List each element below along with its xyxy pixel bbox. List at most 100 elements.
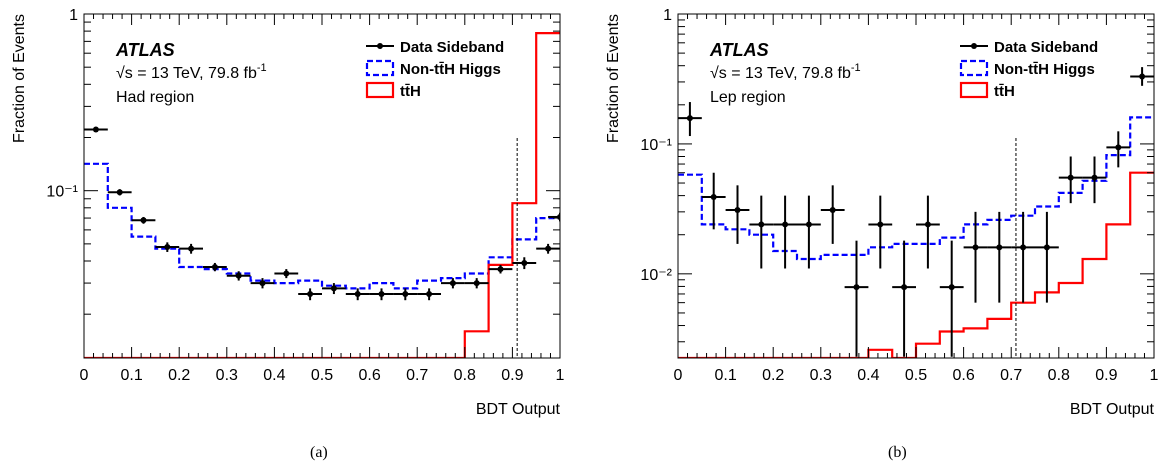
y-tick-label: 1 (69, 7, 78, 24)
x-tick-label: 0.3 (216, 367, 238, 384)
annotation: ATLAS√s = 13 TeV, 79.8 fb-1 Lep region (709, 40, 861, 106)
marker (758, 221, 765, 228)
marker (1020, 244, 1027, 251)
region-label: Had region (116, 89, 194, 106)
legend-label: Non-tt̄H Higgs (994, 61, 1095, 78)
marker (164, 244, 171, 251)
y-axis: 1 10⁻¹ 10⁻² Fraction of Events (605, 7, 1154, 343)
data-point (512, 257, 537, 270)
legend-item: tt̄H (959, 81, 1015, 100)
marker (307, 291, 314, 298)
marker (235, 272, 242, 279)
marker (378, 291, 385, 298)
x-tick-label: 0.5 (311, 367, 333, 384)
experiment-label: ATLAS (709, 40, 769, 60)
data-point (536, 243, 560, 254)
energy-label: √s = 13 TeV, 79.8 fb-1 (710, 62, 861, 82)
legend-label: tt̄H (400, 83, 421, 100)
marker (211, 263, 218, 270)
marker (188, 245, 195, 252)
legend-key (365, 59, 395, 77)
marker (473, 280, 480, 287)
marker (545, 245, 552, 252)
y-tick-label: 10⁻² (640, 267, 672, 284)
x-tick-label: 0.9 (1095, 367, 1117, 384)
marker (996, 244, 1003, 251)
marker (1067, 174, 1074, 181)
non-tth-higgs-histogram (678, 116, 1154, 261)
y-tick-label: 1 (663, 7, 672, 24)
data-point (345, 288, 370, 301)
marker (924, 221, 931, 228)
data-point (939, 240, 964, 357)
marker (734, 206, 741, 213)
marker (1139, 73, 1146, 80)
y-tick-label: 10⁻¹ (640, 137, 672, 154)
legend-label: Data Sideband (400, 39, 504, 56)
marker (948, 284, 955, 291)
data-point (203, 262, 227, 272)
marker (449, 280, 456, 287)
data-point (916, 195, 940, 269)
plot-area (678, 67, 1154, 358)
marker (354, 291, 361, 298)
data-point (155, 242, 180, 252)
x-tick-label: 0.5 (905, 367, 927, 384)
marker (782, 221, 789, 228)
x-tick-label: 0.8 (454, 367, 476, 384)
marker (330, 285, 337, 292)
data-point (417, 288, 441, 301)
legend-label: Non-tt̄H Higgs (400, 61, 501, 78)
data-point (298, 288, 322, 301)
energy-label: √s = 13 TeV, 79.8 fb-1 (116, 62, 267, 82)
x-tick-label: 0.1 (120, 367, 142, 384)
data-point (892, 240, 916, 357)
data-point (1082, 156, 1107, 204)
x-tick-label: 0.6 (952, 367, 974, 384)
x-tick-label: 0 (674, 367, 683, 384)
data-point (820, 185, 845, 244)
x-tick-label: 0.4 (263, 367, 285, 384)
data-point (322, 283, 346, 295)
x-tick-label: 0.7 (406, 367, 428, 384)
x-axis-label: BDT Output (1070, 401, 1155, 418)
marker (829, 206, 836, 213)
legend-key (365, 81, 395, 99)
y-tick-label: 10⁻¹ (46, 184, 78, 201)
x-axis: 0 0.1 0.2 0.3 0.4 0.5 0.6 0.7 0.8 0.9 1 BDT Output (80, 14, 565, 418)
data-point (179, 243, 203, 254)
experiment-label: ATLAS (115, 40, 175, 60)
panel-a: 0 0.1 0.2 0.3 0.4 0.5 0.6 0.7 0.8 0.9 1 BDT Output 1… (11, 7, 565, 418)
marker (140, 217, 147, 224)
data-point (1058, 156, 1083, 204)
data-point (1035, 211, 1059, 303)
data-point (393, 288, 418, 301)
x-tick-label: 0.7 (1000, 367, 1022, 384)
data-point (84, 126, 108, 133)
data-point (464, 278, 489, 289)
x-tick-label: 0.2 (168, 367, 190, 384)
marker (283, 270, 290, 277)
data-point (369, 288, 394, 301)
marker (805, 221, 812, 228)
data-point (274, 269, 299, 279)
data-point (749, 195, 774, 269)
x-tick-label: 0.8 (1048, 367, 1070, 384)
marker (853, 284, 860, 291)
marker (901, 284, 908, 291)
data-point (963, 211, 988, 303)
legend-item: Data Sideband (960, 39, 1098, 56)
data-point (131, 216, 156, 224)
data-point (1106, 131, 1131, 168)
marker (1091, 174, 1098, 181)
legend: Data Sideband Non-tt̄H Higgs tt̄H (959, 39, 1098, 100)
legend-item: Data Sideband (366, 39, 504, 56)
data-point (844, 240, 869, 357)
x-axis-label: BDT Output (476, 401, 561, 418)
marker (116, 189, 123, 196)
marker (1043, 244, 1050, 251)
x-tick-label: 0.6 (358, 367, 380, 384)
marker (497, 266, 504, 273)
marker (521, 259, 528, 266)
